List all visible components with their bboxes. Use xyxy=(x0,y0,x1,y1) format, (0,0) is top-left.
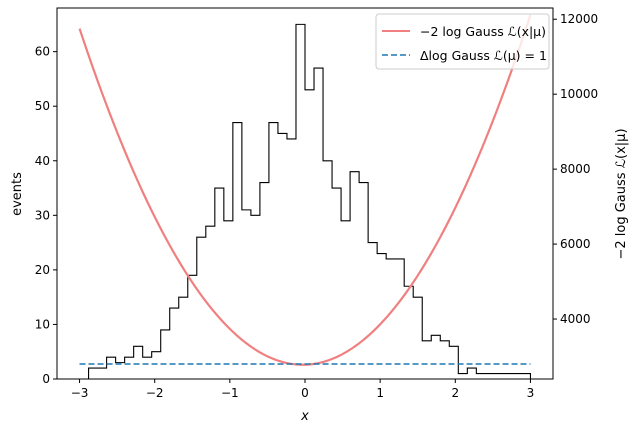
legend-label-nll: −2 log Gauss ℒ(x|μ) xyxy=(420,24,546,39)
y-left-ticks: 0 10 20 30 40 50 60 xyxy=(35,45,57,386)
y-right-ticks: 4000 6000 8000 10000 12000 xyxy=(553,12,598,326)
x-tick-label: 1 xyxy=(376,386,384,400)
x-tick-label: −1 xyxy=(221,386,239,400)
y-right-axis-label: −2 log Gauss ℒ(x|μ) xyxy=(614,128,629,259)
y-right-tick-label: 4000 xyxy=(560,312,591,326)
y-right-tick-label: 6000 xyxy=(560,237,591,251)
x-ticks: −3 −2 −1 0 1 2 3 xyxy=(71,379,535,400)
y-left-tick-label: 20 xyxy=(35,263,50,277)
y-right-tick-label: 10000 xyxy=(560,87,598,101)
y-left-tick-label: 30 xyxy=(35,208,50,222)
x-tick-label: 0 xyxy=(301,386,309,400)
legend-box xyxy=(375,13,550,70)
x-tick-label: −3 xyxy=(71,386,89,400)
histogram-layer xyxy=(79,23,532,380)
x-tick-label: 2 xyxy=(451,386,459,400)
x-axis-label: x xyxy=(300,409,309,424)
y-left-tick-label: 60 xyxy=(35,45,50,59)
y-left-axis-label: events xyxy=(10,172,25,216)
y-left-tick-label: 0 xyxy=(42,372,50,386)
histogram-step xyxy=(79,23,532,380)
y-right-tick-label: 8000 xyxy=(560,162,591,176)
y-right-tick-label: 12000 xyxy=(560,12,598,26)
y-left-tick-label: 10 xyxy=(35,317,50,331)
x-tick-label: 3 xyxy=(527,386,535,400)
y-left-tick-label: 50 xyxy=(35,99,50,113)
legend: −2 log Gauss ℒ(x|μ) Δlog Gauss ℒ(μ) = 1 xyxy=(375,13,550,70)
y-left-tick-label: 40 xyxy=(35,154,50,168)
x-tick-label: −2 xyxy=(146,386,164,400)
series-layer xyxy=(78,14,532,366)
legend-label-delta: Δlog Gauss ℒ(μ) = 1 xyxy=(420,48,547,63)
